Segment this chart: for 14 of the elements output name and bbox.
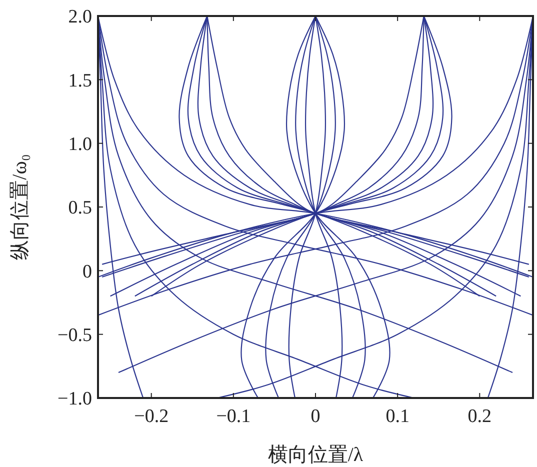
y-tick-label: 2.0 [68,6,92,28]
y-tick-label: 0.5 [68,198,92,219]
x-tick-label: 0.1 [386,406,410,427]
y-axis-title: 纵向位置/ω₀ [9,154,31,260]
x-tick-label: −0.2 [134,406,169,427]
y-tick-label: 0 [82,261,92,282]
x-axis-title: 横向位置/λ [268,444,364,466]
y-tick-label: 1.0 [68,134,92,155]
y-tick-label: −1.0 [58,388,92,410]
y-tick-label: 1.5 [68,70,92,92]
y-tick-label: −0.5 [58,324,92,346]
x-tick-label: 0.2 [468,406,492,427]
x-tick-label: −0.1 [216,406,251,427]
x-tick-label: 0 [310,406,320,427]
